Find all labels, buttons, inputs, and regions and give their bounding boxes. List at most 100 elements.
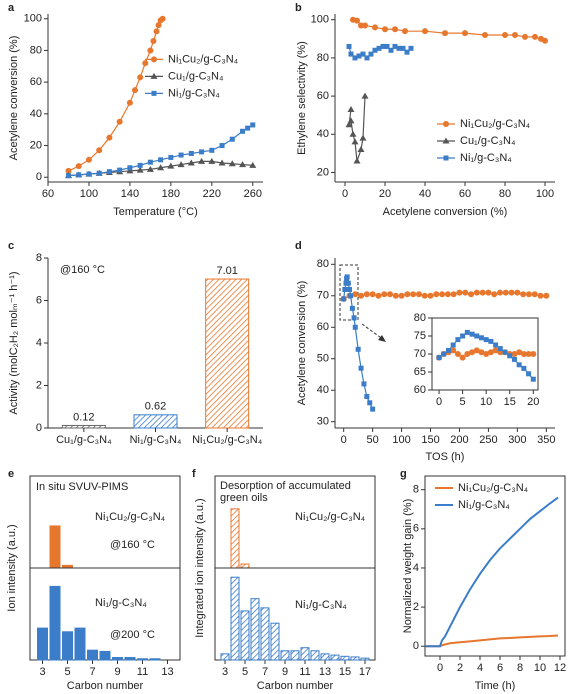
y-tick-label: 100 (311, 14, 329, 26)
y-tick-label: 80 (317, 258, 329, 270)
marker (459, 354, 466, 361)
marker (388, 47, 394, 53)
series-name: Ni₁Cu₂/g-C₃N₄ (95, 511, 166, 523)
marker (387, 291, 393, 298)
x-tick-label: 3 (222, 666, 228, 678)
bar (230, 576, 240, 661)
marker (442, 30, 448, 37)
marker (359, 134, 367, 141)
marker (245, 125, 251, 131)
y-tick-label: 40 (317, 128, 329, 140)
x-tick-label: 8 (517, 662, 523, 674)
series-line (425, 634, 559, 648)
x-tick-label: 100 (80, 188, 98, 200)
marker (209, 147, 215, 153)
x-tick-label: 0 (436, 396, 442, 408)
bar (137, 658, 148, 661)
marker (153, 28, 160, 35)
marker (228, 160, 236, 167)
bar (300, 647, 310, 661)
marker (445, 347, 451, 353)
panel-letter: b (295, 2, 302, 14)
marker (375, 292, 382, 299)
x-tick-label: 300 (508, 434, 526, 446)
marker (404, 49, 410, 55)
marker (532, 33, 538, 40)
x-tick-label: 140 (121, 188, 139, 200)
x-tick-label: 20 (527, 396, 539, 408)
marker (543, 292, 550, 299)
x-tick-label: 60 (42, 188, 54, 200)
marker (368, 51, 374, 57)
marker (65, 167, 72, 174)
bar (360, 657, 370, 661)
x-tick-label: 100 (536, 188, 554, 200)
marker (106, 169, 112, 175)
panel-title: green oils (220, 492, 268, 504)
marker (400, 45, 406, 51)
marker (502, 32, 508, 38)
marker (522, 33, 528, 40)
series-line (68, 18, 164, 172)
x-tick-label: 50 (367, 434, 379, 446)
arrow-head (378, 335, 386, 342)
marker (502, 349, 508, 355)
annotation: @160 °C (110, 539, 155, 551)
marker (530, 376, 536, 382)
y-tick-label: 80 (414, 312, 426, 324)
x-tick-label: 7 (262, 666, 268, 678)
marker (497, 346, 503, 352)
marker (491, 291, 498, 298)
marker (239, 161, 247, 168)
panel-letter: a (8, 2, 15, 14)
panel-letter: f (192, 468, 196, 480)
marker (147, 47, 154, 54)
marker (150, 37, 157, 44)
marker (502, 289, 509, 296)
x-tick-label: 13 (319, 666, 331, 678)
marker (478, 335, 484, 341)
bar (230, 508, 240, 569)
x-tick-label: 3 (39, 666, 45, 678)
bar (240, 610, 250, 661)
marker (402, 28, 408, 35)
marker (462, 30, 468, 37)
y-axis-label: Acetylene conversion (%) (8, 36, 20, 161)
plot-frame (424, 475, 566, 657)
bar (49, 525, 61, 569)
y-tick-label: 50 (317, 353, 329, 365)
x-tick-label: 60 (459, 188, 471, 200)
x-tick-label: 100 (392, 434, 410, 446)
marker (341, 296, 347, 302)
marker (483, 337, 489, 343)
marker (511, 356, 517, 362)
y-tick-label: 6 (413, 523, 419, 535)
bar (260, 607, 270, 661)
bar (133, 414, 178, 429)
x-tick-label: 15 (504, 396, 516, 408)
x-tick-label: 350 (537, 434, 555, 446)
x-tick-label: 200 (450, 434, 468, 446)
marker (376, 45, 382, 51)
marker (372, 24, 378, 31)
marker (348, 293, 354, 299)
marker (462, 289, 469, 296)
x-tick-label: 6 (497, 662, 503, 674)
marker (65, 173, 71, 179)
marker (117, 167, 123, 173)
y-tick-label: 30 (317, 416, 329, 428)
x-tick-label: 220 (203, 188, 221, 200)
x-tick-label: 9 (114, 666, 120, 678)
legend-label: Ni₁/g-C₃N₄ (168, 87, 220, 99)
x-tick-label: 7 (89, 666, 95, 678)
bar (149, 658, 161, 661)
bar (330, 654, 340, 661)
bar (340, 655, 350, 661)
marker (488, 338, 494, 344)
y-axis-label: Acetylene conversion (%) (296, 281, 308, 406)
marker (137, 74, 144, 81)
marker (408, 45, 414, 51)
marker (516, 362, 522, 368)
x-tick-label: 13 (161, 666, 173, 678)
bar (205, 278, 250, 429)
